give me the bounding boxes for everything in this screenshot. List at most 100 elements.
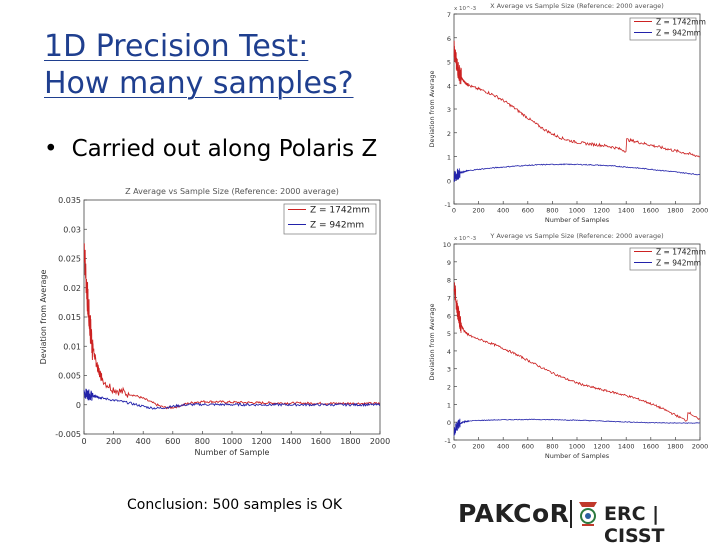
x-tick-label: 200: [106, 437, 121, 446]
x-tick-label: 800: [546, 207, 558, 215]
y-tick-label: 7: [447, 294, 451, 302]
x-tick-label: 400: [497, 207, 509, 215]
x-tick-label: 1600: [643, 207, 660, 215]
y-tick-label: 0.01: [63, 342, 81, 351]
x-tick-label: 1400: [618, 443, 635, 451]
bullet-point: • Carried out along Polaris Z: [44, 136, 377, 162]
legend-entry: Z = 942mm: [656, 259, 701, 268]
x-tick-label: 600: [522, 443, 534, 451]
x-tick-label: 0: [81, 437, 86, 446]
x-tick-label: 1400: [618, 207, 635, 215]
x-tick-label: 1000: [222, 437, 242, 446]
y-tick-label: 0.005: [58, 372, 81, 381]
y-tick-label: 0.02: [63, 284, 81, 293]
legend-entry: Z = 1742mm: [656, 248, 706, 257]
slide-title: 1D Precision Test: How many samples?: [44, 28, 424, 102]
y-axis-label: Deviation from Average: [39, 270, 48, 365]
series-line-z1742: [83, 243, 381, 410]
axis-exponent: x 10^-3: [454, 6, 477, 12]
footer-logo: PAKCoR ERC | CISST: [458, 496, 708, 547]
plot-frame: [453, 13, 701, 205]
chart-upper: X Average vs Sample Size (Reference: 200…: [426, 2, 716, 230]
x-tick-label: 1200: [593, 207, 610, 215]
y-tick-label: 0: [76, 401, 81, 410]
y-tick-label: 6: [447, 312, 451, 320]
x-tick-label: 2000: [370, 437, 390, 446]
chart-main: Z Average vs Sample Size (Reference: 200…: [36, 178, 404, 474]
slide-title-line-1: 1D Precision Test:: [44, 29, 309, 64]
y-tick-label: 4: [447, 82, 451, 90]
axis-exponent: x 10^-3: [454, 236, 477, 242]
y-tick-label: 1: [447, 401, 451, 409]
slide-title-line-2: How many samples?: [44, 66, 354, 101]
y-tick-label: -0.005: [55, 430, 81, 439]
y-tick-label: 8: [447, 277, 451, 285]
x-tick-label: 1600: [311, 437, 331, 446]
x-tick-label: 200: [472, 207, 484, 215]
series-line-z942: [83, 388, 381, 410]
pakcor-logo: PAKCoR: [458, 499, 570, 528]
y-tick-label: 9: [447, 259, 451, 267]
x-tick-label: 1800: [667, 443, 684, 451]
series-line-z942: [453, 163, 700, 182]
y-tick-label: 0.015: [58, 313, 81, 322]
y-tick-label: 0: [447, 177, 451, 185]
legend-entry: Z = 942mm: [656, 29, 701, 38]
chart-title: Z Average vs Sample Size (Reference: 200…: [125, 187, 339, 196]
y-tick-label: 0.025: [58, 255, 81, 264]
y-tick-label: 0: [447, 419, 451, 427]
y-tick-label: 10: [443, 241, 451, 249]
y-tick-label: 3: [447, 366, 451, 374]
legend-entry: Z = 1742mm: [656, 18, 706, 27]
y-axis-label: Deviation from Average: [428, 70, 436, 147]
chart-title: Y Average vs Sample Size (Reference: 200…: [489, 232, 663, 240]
y-tick-label: 4: [447, 348, 451, 356]
y-tick-label: -1: [445, 201, 451, 209]
bullet-icon: •: [44, 136, 58, 162]
y-tick-label: 5: [447, 330, 451, 338]
x-tick-label: 1400: [281, 437, 301, 446]
x-tick-label: 1200: [251, 437, 271, 446]
x-tick-label: 1200: [593, 443, 610, 451]
y-axis-label: Deviation from Average: [428, 303, 436, 380]
series-line-z942: [453, 418, 700, 436]
y-tick-label: 6: [447, 35, 451, 43]
y-tick-label: -1: [445, 437, 451, 445]
y-tick-label: 0.03: [63, 225, 81, 234]
series-line-z1742: [453, 282, 701, 422]
bullet-text: Carried out along Polaris Z: [71, 136, 378, 162]
emblem-icon: [579, 502, 597, 526]
y-tick-label: 5: [447, 59, 451, 67]
x-tick-label: 600: [165, 437, 180, 446]
legend-box: [629, 17, 697, 41]
y-tick-label: 2: [447, 130, 451, 138]
x-tick-label: 2000: [692, 443, 709, 451]
x-tick-label: 400: [136, 437, 151, 446]
legend-box: [629, 247, 697, 271]
x-tick-label: 1000: [569, 443, 586, 451]
plot-frame: [83, 199, 381, 435]
y-tick-label: 0.035: [58, 196, 81, 205]
conclusion-text: Conclusion: 500 samples is OK: [127, 497, 343, 513]
plot-frame: [453, 243, 701, 441]
x-tick-label: 800: [195, 437, 210, 446]
x-tick-label: 1800: [667, 207, 684, 215]
series-line-z1742: [453, 40, 700, 158]
x-axis-label: Number of Samples: [545, 216, 610, 224]
legend-entry: Z = 942mm: [310, 221, 364, 231]
x-axis-label: Number of Samples: [545, 452, 610, 460]
legend-entry: Z = 1742mm: [310, 206, 370, 216]
y-tick-label: 1: [447, 154, 451, 162]
erc-cisst-logo: ERC | CISST: [604, 503, 665, 547]
y-tick-label: 2: [447, 384, 451, 392]
x-tick-label: 600: [522, 207, 534, 215]
x-tick-label: 2000: [692, 207, 709, 215]
y-tick-label: 3: [447, 106, 451, 114]
x-axis-label: Number of Sample: [195, 448, 270, 457]
x-tick-label: 1600: [643, 443, 660, 451]
chart-title: X Average vs Sample Size (Reference: 200…: [490, 2, 664, 10]
y-tick-label: 7: [447, 11, 451, 19]
chart-lower: Y Average vs Sample Size (Reference: 200…: [426, 232, 716, 462]
x-tick-label: 0: [452, 443, 456, 451]
x-tick-label: 400: [497, 443, 509, 451]
